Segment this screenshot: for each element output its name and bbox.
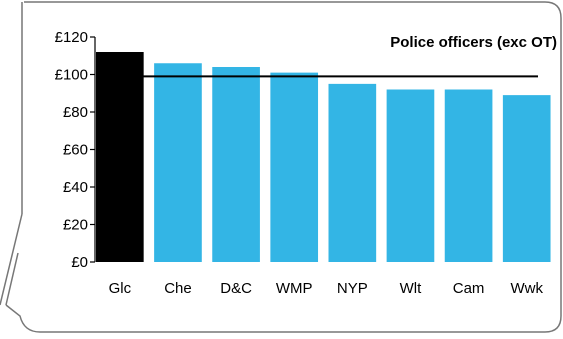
chart-title: Police officers (exc OT) <box>390 34 557 51</box>
y-tick-label: £120 <box>55 29 88 46</box>
x-axis-labels: Glc Che D&C WMP NYP Wlt Cam Wwk <box>109 280 544 297</box>
y-tick-label: £20 <box>63 217 88 234</box>
y-tick-label: £0 <box>71 254 88 271</box>
bar-wwk <box>502 95 551 262</box>
bar-glc <box>96 52 144 262</box>
bar-che <box>154 63 202 262</box>
bar-wmp <box>270 72 319 262</box>
x-tick-label: Cam <box>453 280 485 297</box>
bars <box>96 52 551 262</box>
x-tick-label: D&C <box>220 280 252 297</box>
x-tick-label: Wlt <box>400 280 422 297</box>
y-tick-label: £100 <box>55 67 88 84</box>
y-axis: £0 £20 £40 £60 £80 £100 £120 <box>55 29 96 271</box>
frame-diagonal-line <box>0 213 23 306</box>
y-tick-label: £80 <box>63 104 88 121</box>
bar-nyp <box>328 83 377 262</box>
x-tick-label: Glc <box>109 280 132 297</box>
y-tick-label: £40 <box>63 179 88 196</box>
bar-wlt <box>386 89 435 262</box>
x-tick-label: NYP <box>337 280 368 297</box>
bar-dc <box>212 67 260 262</box>
chart-frame <box>5 1 562 333</box>
bar-cam <box>444 89 493 262</box>
x-tick-label: Che <box>164 280 192 297</box>
x-tick-label: Wwk <box>510 280 543 297</box>
x-tick-label: WMP <box>276 280 313 297</box>
y-tick-label: £60 <box>63 142 88 159</box>
frame-diagonal-line-2 <box>5 252 19 306</box>
